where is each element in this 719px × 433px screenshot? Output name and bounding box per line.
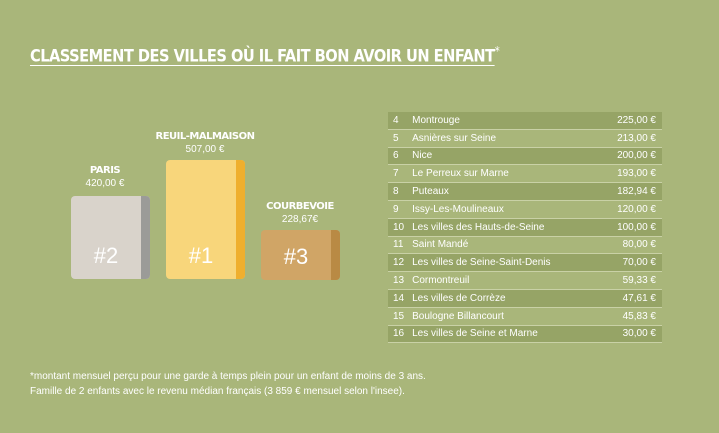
- city-cell: Les villes des Hauts-de-Seine: [408, 218, 599, 237]
- table-row: 16 Les villes de Seine et Marne 30,00 €: [388, 325, 662, 344]
- podium-box: #2: [71, 196, 150, 279]
- rank-cell: 8: [388, 182, 409, 201]
- table-row: 14 Les villes de Corrèze 47,61 €: [388, 289, 662, 308]
- podium-box: #1: [166, 160, 245, 279]
- city-cell: Puteaux: [408, 182, 599, 201]
- rank: #1: [188, 243, 214, 268]
- rank-cell: 4: [388, 112, 409, 130]
- price-cell: 120,00 €: [598, 200, 662, 219]
- city-cell: Issy-Les-Moulineaux: [408, 200, 599, 219]
- price-cell: 80,00 €: [598, 236, 662, 255]
- city-cell: Montrouge: [408, 112, 599, 130]
- podium-label: REUIL-MALMAISON 507,00 €: [150, 130, 260, 156]
- footnote: *montant mensuel perçu pour une garde à …: [30, 371, 426, 382]
- podium-label: COURBEVOIE 228,67€: [255, 200, 345, 226]
- rank-cell: 14: [388, 289, 409, 308]
- footnote: Famille de 2 enfants avec le revenu médi…: [30, 386, 405, 397]
- table-row: 11 Saint Mandé 80,00 €: [388, 236, 662, 255]
- price: 228,67€: [281, 214, 319, 225]
- rank-cell: 11: [388, 236, 409, 255]
- table-row: 8 Puteaux 182,94 €: [388, 182, 662, 201]
- city: PARIS: [89, 165, 121, 176]
- table-row: 10 Les villes des Hauts-de-Seine 100,00 €: [388, 218, 662, 237]
- table-row: 6 Nice 200,00 €: [388, 147, 662, 166]
- title-text: CLASSEMENT DES VILLES OÙ IL FAIT BON AVO…: [30, 46, 495, 67]
- table-row: 12 Les villes de Seine-Saint-Denis 70,00 €: [388, 253, 662, 273]
- rank-cell: 10: [388, 218, 409, 237]
- city-cell: Cormontreuil: [408, 271, 599, 290]
- price-cell: 30,00 €: [598, 325, 662, 344]
- price-cell: 47,61 €: [598, 289, 662, 308]
- city-cell: Nice: [408, 147, 599, 166]
- price-cell: 225,00 €: [598, 112, 662, 130]
- table-row: 9 Issy-Les-Moulineaux 120,00 €: [388, 200, 662, 219]
- price: 507,00 €: [185, 144, 225, 155]
- price-cell: 70,00 €: [598, 253, 662, 273]
- table-row: 7 Le Perreux sur Marne 193,00 €: [388, 164, 662, 184]
- city-cell: Saint Mandé: [408, 236, 599, 255]
- price-cell: 182,94 €: [598, 182, 662, 201]
- city-cell: Les villes de Seine-Saint-Denis: [408, 253, 599, 273]
- table-row: 13 Cormontreuil 59,33 €: [388, 271, 662, 290]
- podium-box: #3: [261, 230, 340, 280]
- rank-cell: 13: [388, 271, 409, 290]
- ranking-table: 4 Montrouge 225,00 €5 Asnières sur Seine 213…: [388, 112, 662, 344]
- price-cell: 45,83 €: [598, 307, 662, 326]
- city-cell: Les villes de Corrèze: [408, 289, 599, 308]
- table-row: 15 Boulogne Billancourt 45,83 €: [388, 307, 662, 326]
- title: CLASSEMENT DES VILLES OÙ IL FAIT BON AVO…: [30, 44, 500, 67]
- rank-cell: 6: [388, 147, 409, 166]
- price-cell: 213,00 €: [598, 129, 662, 148]
- table-row: 4 Montrouge 225,00 €: [388, 112, 662, 130]
- city-cell: Boulogne Billancourt: [408, 307, 599, 326]
- podium-label: PARIS 420,00 €: [70, 164, 140, 190]
- price-cell: 100,00 €: [598, 218, 662, 237]
- city-cell: Le Perreux sur Marne: [408, 164, 599, 184]
- table-row: 5 Asnières sur Seine 213,00 €: [388, 129, 662, 148]
- rank: #3: [283, 244, 309, 269]
- title-mark: *: [494, 44, 500, 58]
- price-cell: 59,33 €: [598, 271, 662, 290]
- rank-cell: 16: [388, 325, 409, 344]
- city: REUIL-MALMAISON: [155, 131, 255, 142]
- rank: #2: [93, 243, 119, 268]
- city-cell: Asnières sur Seine: [408, 129, 599, 148]
- rank-cell: 7: [388, 164, 409, 184]
- price-cell: 200,00 €: [598, 147, 662, 166]
- rank-cell: 9: [388, 200, 409, 219]
- city: COURBEVOIE: [266, 201, 334, 212]
- rank-cell: 15: [388, 307, 409, 326]
- rank-cell: 5: [388, 129, 409, 148]
- price: 420,00 €: [85, 178, 125, 189]
- city-cell: Les villes de Seine et Marne: [408, 325, 599, 344]
- rank-cell: 12: [388, 253, 409, 273]
- price-cell: 193,00 €: [598, 164, 662, 184]
